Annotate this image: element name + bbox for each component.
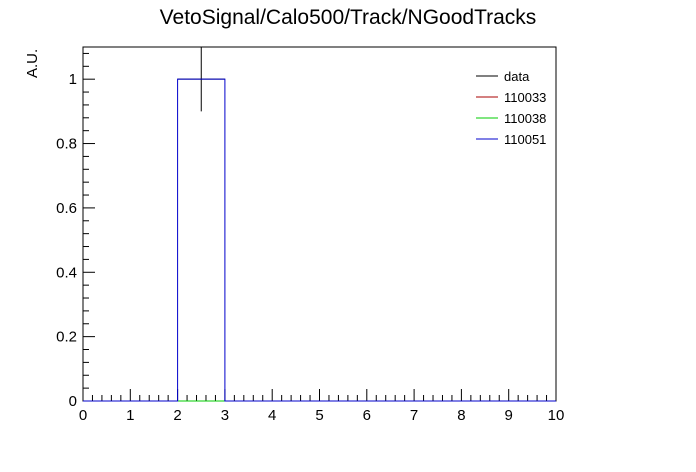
x-tick-label: 10 — [548, 407, 565, 424]
legend-label-110038: 110038 — [504, 111, 546, 126]
plot-frame — [82, 46, 557, 402]
legend-label-110033: 110033 — [504, 90, 546, 105]
x-tick-label: 3 — [221, 407, 229, 424]
y-tick-label: 0 — [69, 393, 77, 410]
x-tick-label: 0 — [79, 407, 87, 424]
legend-label-110051: 110051 — [504, 132, 546, 147]
x-tick-label: 7 — [410, 407, 418, 424]
y-tick-label: 0.6 — [56, 200, 77, 217]
x-tick-label: 5 — [315, 407, 323, 424]
series-110051-histogram — [83, 78, 556, 402]
x-tick-label: 4 — [268, 407, 276, 424]
x-tick-label: 8 — [457, 407, 465, 424]
x-tick-label: 9 — [505, 407, 513, 424]
y-tick-label: 0.8 — [56, 136, 77, 153]
y-tick-label: 1 — [69, 71, 77, 88]
x-tick-label: 1 — [126, 407, 134, 424]
chart-title: VetoSignal/Calo500/Track/NGoodTracks — [159, 6, 537, 29]
x-tick-label: 2 — [173, 407, 181, 424]
y-tick-label: 0.4 — [56, 264, 77, 281]
y-tick-label: 0.2 — [56, 329, 77, 346]
x-tick-label: 6 — [363, 407, 371, 424]
legend-label-data: data — [504, 69, 530, 84]
